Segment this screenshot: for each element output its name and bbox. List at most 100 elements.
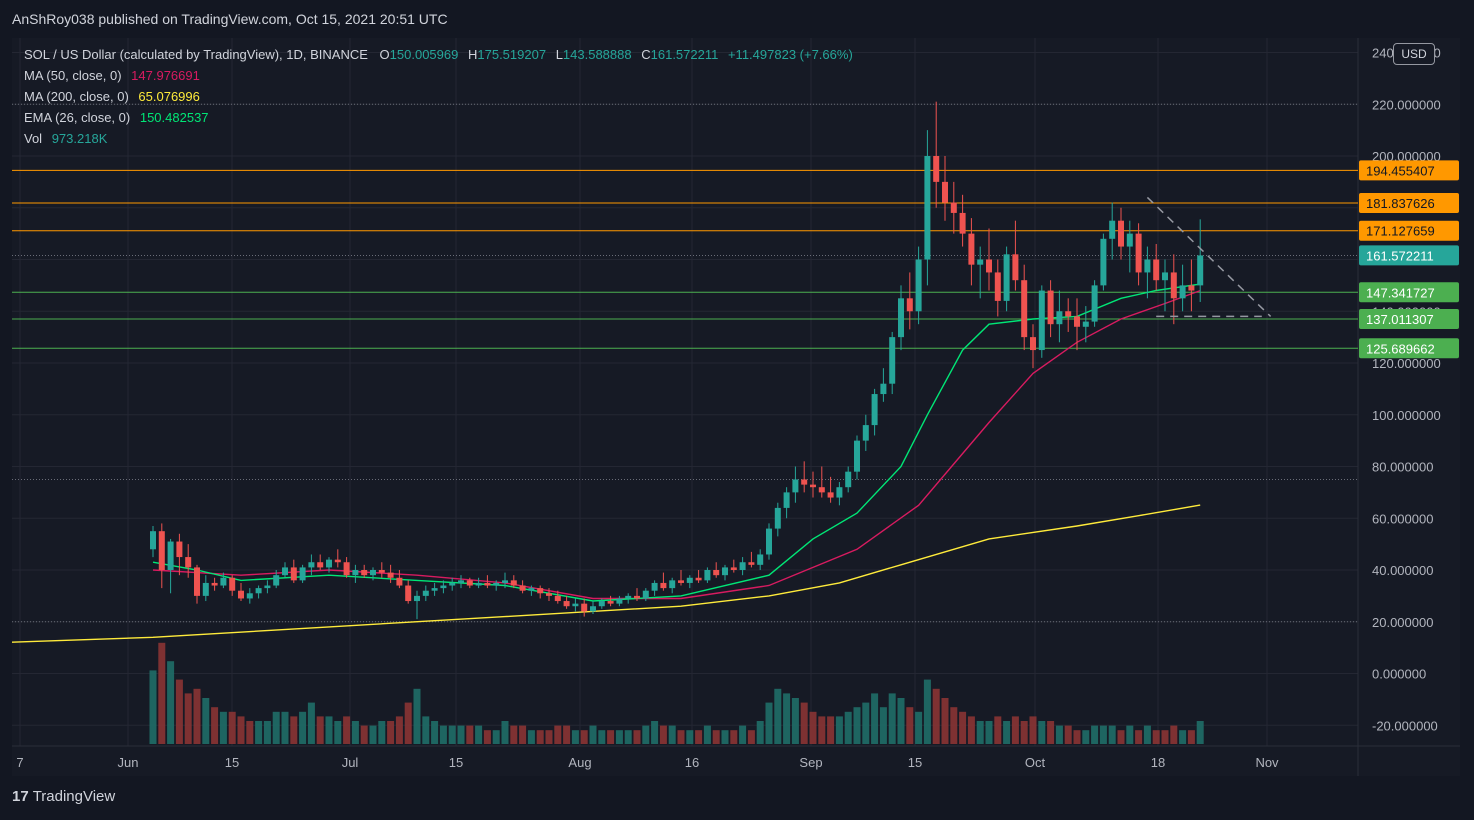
symbol-label[interactable]: SOL / US Dollar (calculated by TradingVi… xyxy=(24,47,368,62)
candle-body[interactable] xyxy=(713,570,720,576)
chart-area[interactable]: -20.000000 0.000000 20.000000 40.000000 60.0… xyxy=(12,38,1460,776)
candle-body[interactable] xyxy=(361,570,368,576)
candle-body[interactable] xyxy=(405,585,412,602)
descending-trendline[interactable] xyxy=(1146,196,1272,317)
candle-body[interactable] xyxy=(158,531,165,570)
candle-body[interactable] xyxy=(950,202,957,213)
candle-body[interactable] xyxy=(563,601,570,607)
candle-body[interactable] xyxy=(466,580,473,586)
price-label-box[interactable] xyxy=(1359,282,1459,303)
candle-body[interactable] xyxy=(1021,280,1028,338)
candle-body[interactable] xyxy=(757,554,764,565)
candle-body[interactable] xyxy=(572,603,579,607)
candle-body[interactable] xyxy=(686,577,693,583)
candle-body[interactable] xyxy=(889,337,896,384)
candle-body[interactable] xyxy=(739,562,746,570)
candle-body[interactable] xyxy=(1118,220,1124,247)
candle-body[interactable] xyxy=(449,582,456,586)
candle-body[interactable] xyxy=(1003,254,1010,301)
candle-body[interactable] xyxy=(801,479,808,485)
candle-body[interactable] xyxy=(211,582,218,586)
candle-body[interactable] xyxy=(933,156,940,182)
candle-body[interactable] xyxy=(1144,259,1151,273)
candle-body[interactable] xyxy=(440,585,447,589)
candle-body[interactable] xyxy=(326,559,332,568)
candle-body[interactable] xyxy=(378,570,385,573)
candle-body[interactable] xyxy=(774,507,781,529)
price-label-box[interactable] xyxy=(1359,220,1459,241)
candle-body[interactable] xyxy=(590,606,596,612)
candle-body[interactable] xyxy=(1047,290,1054,325)
legend-ema26-row[interactable]: EMA (26, close, 0) 150.482537 xyxy=(24,107,853,128)
candle-body[interactable] xyxy=(229,577,236,591)
candle-body[interactable] xyxy=(845,471,852,488)
candle-body[interactable] xyxy=(1056,311,1063,325)
candle-body[interactable] xyxy=(493,582,500,586)
candle-body[interactable] xyxy=(537,588,544,594)
candle-body[interactable] xyxy=(651,582,658,591)
candle-body[interactable] xyxy=(414,595,420,602)
legend-ma50-row[interactable]: MA (50, close, 0) 147.976691 xyxy=(24,65,853,86)
candle-body[interactable] xyxy=(1162,272,1168,281)
candle-body[interactable] xyxy=(299,567,306,581)
legend-vol-row[interactable]: Vol 973.218K xyxy=(24,128,853,149)
candle-body[interactable] xyxy=(431,588,438,591)
price-label-box[interactable] xyxy=(1359,308,1459,329)
candle-body[interactable] xyxy=(607,601,614,604)
candle-body[interactable] xyxy=(317,562,324,568)
candle-body[interactable] xyxy=(695,577,702,581)
candle-body[interactable] xyxy=(766,528,772,555)
price-label-box[interactable] xyxy=(1359,160,1459,181)
candle-body[interactable] xyxy=(748,562,755,565)
candle-body[interactable] xyxy=(1126,233,1133,247)
candle-body[interactable] xyxy=(1012,254,1019,281)
candle-body[interactable] xyxy=(669,580,676,589)
candle-body[interactable] xyxy=(176,541,183,558)
candle-body[interactable] xyxy=(1170,272,1177,299)
candle-body[interactable] xyxy=(238,590,244,599)
legend-ma200-row[interactable]: MA (200, close, 0) 65.076996 xyxy=(24,86,853,107)
candle-body[interactable] xyxy=(977,259,984,265)
candle-body[interactable] xyxy=(678,580,684,583)
candle-body[interactable] xyxy=(810,484,816,488)
candle-body[interactable] xyxy=(581,603,588,612)
candle-body[interactable] xyxy=(1188,285,1195,291)
candle-body[interactable] xyxy=(1038,290,1045,351)
candle-body[interactable] xyxy=(1153,259,1160,281)
candle-body[interactable] xyxy=(783,492,790,508)
candle-body[interactable] xyxy=(308,562,315,568)
price-label-box[interactable] xyxy=(1359,245,1459,266)
candle-body[interactable] xyxy=(827,492,834,498)
candle-body[interactable] xyxy=(343,562,350,576)
candle-body[interactable] xyxy=(352,570,359,576)
candle-body[interactable] xyxy=(792,479,799,493)
price-label-box[interactable] xyxy=(1359,338,1459,359)
candle-body[interactable] xyxy=(986,259,992,273)
candle-body[interactable] xyxy=(273,575,280,586)
candle-body[interactable] xyxy=(959,212,966,234)
candle-body[interactable] xyxy=(704,570,711,581)
candle-body[interactable] xyxy=(528,588,535,591)
candle-body[interactable] xyxy=(255,588,262,594)
candle-body[interactable] xyxy=(264,585,271,589)
candle-body[interactable] xyxy=(1135,233,1142,273)
candle-body[interactable] xyxy=(634,595,640,599)
candle-body[interactable] xyxy=(202,582,209,596)
ema26-line[interactable] xyxy=(152,283,1201,602)
candle-body[interactable] xyxy=(924,156,931,260)
candle-body[interactable] xyxy=(660,582,667,589)
candle-body[interactable] xyxy=(862,425,869,441)
candle-body[interactable] xyxy=(968,233,975,265)
candle-body[interactable] xyxy=(387,572,394,578)
candle-body[interactable] xyxy=(510,580,517,586)
candle-body[interactable] xyxy=(625,595,632,599)
candle-body[interactable] xyxy=(642,590,649,599)
candle-body[interactable] xyxy=(730,567,737,570)
candle-body[interactable] xyxy=(484,582,491,586)
candle-body[interactable] xyxy=(1082,321,1089,327)
candle-body[interactable] xyxy=(942,181,948,203)
candle-body[interactable] xyxy=(150,531,156,550)
candle-body[interactable] xyxy=(458,580,464,583)
currency-button[interactable]: USD xyxy=(1393,43,1435,65)
candle-body[interactable] xyxy=(370,570,376,576)
